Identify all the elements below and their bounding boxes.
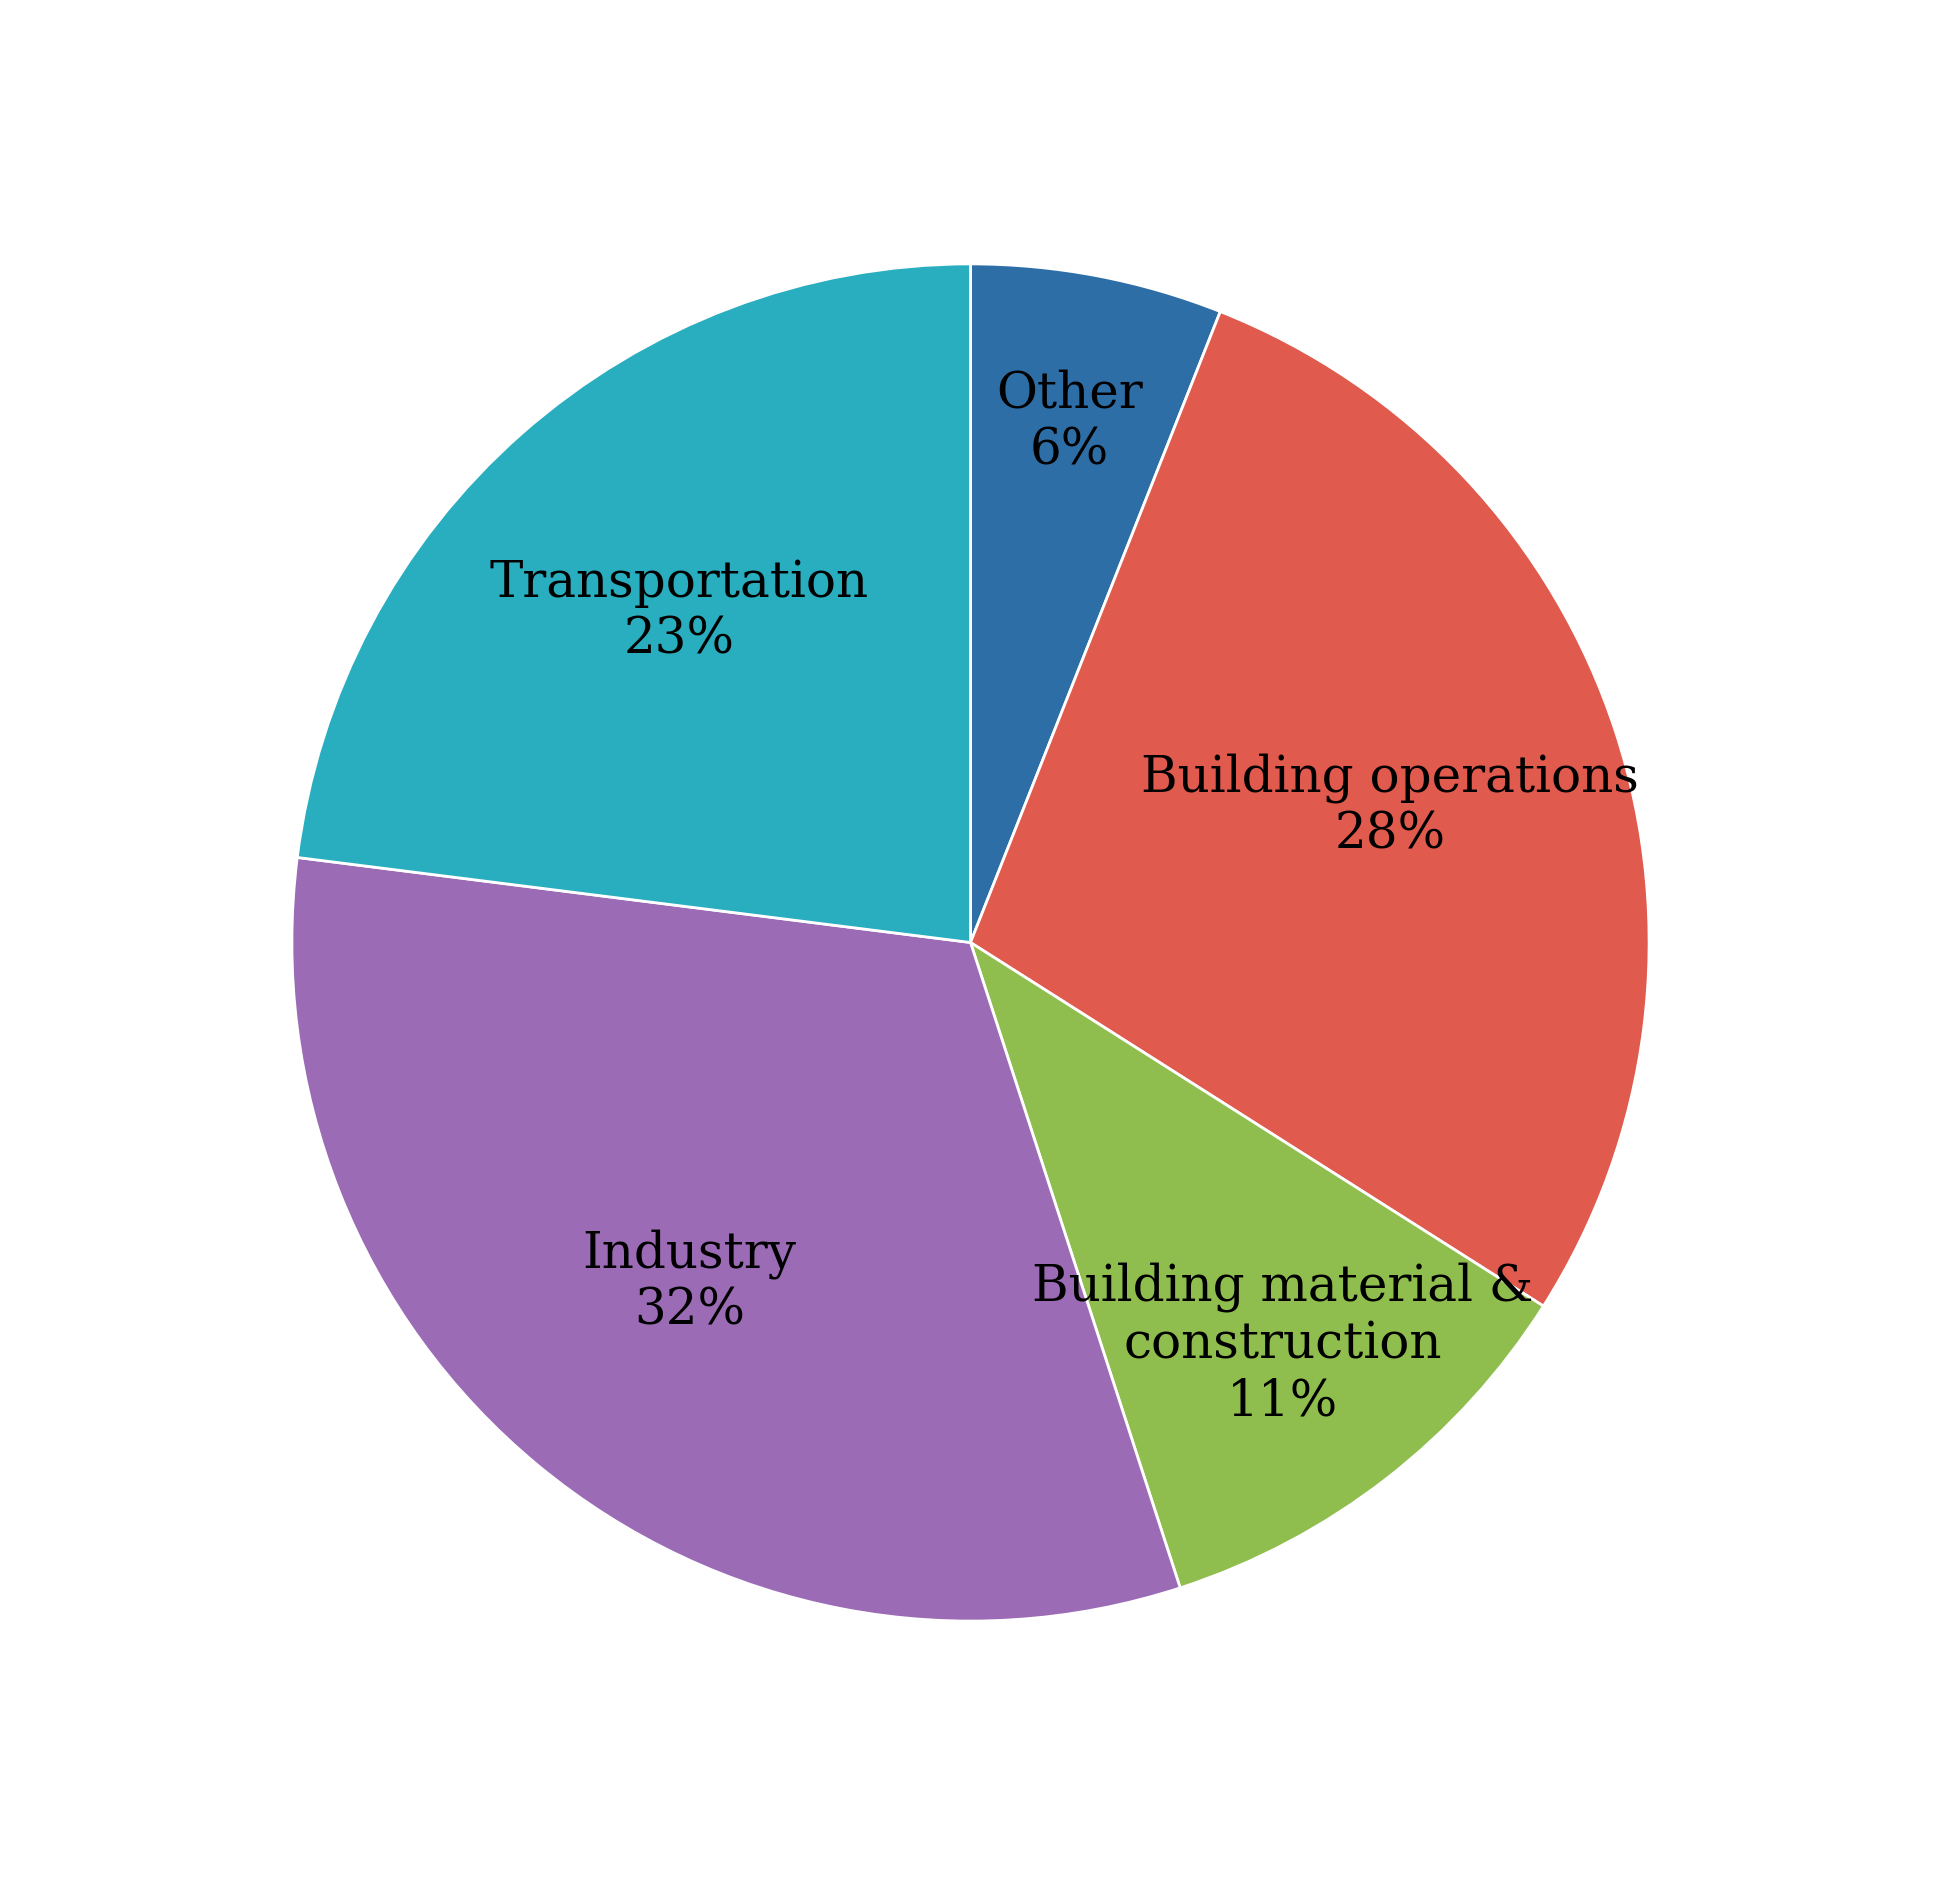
Wedge shape [291, 858, 1180, 1621]
Text: Other
6%: Other 6% [996, 369, 1143, 475]
Wedge shape [970, 942, 1543, 1587]
Wedge shape [297, 264, 970, 942]
Text: Transportation
23%: Transportation 23% [489, 558, 868, 665]
Text: Building material &
construction
11%: Building material & construction 11% [1033, 1263, 1533, 1427]
Wedge shape [970, 264, 1221, 942]
Text: Industry
32%: Industry 32% [582, 1229, 796, 1336]
Text: Building operations
28%: Building operations 28% [1141, 752, 1638, 860]
Wedge shape [970, 311, 1650, 1306]
